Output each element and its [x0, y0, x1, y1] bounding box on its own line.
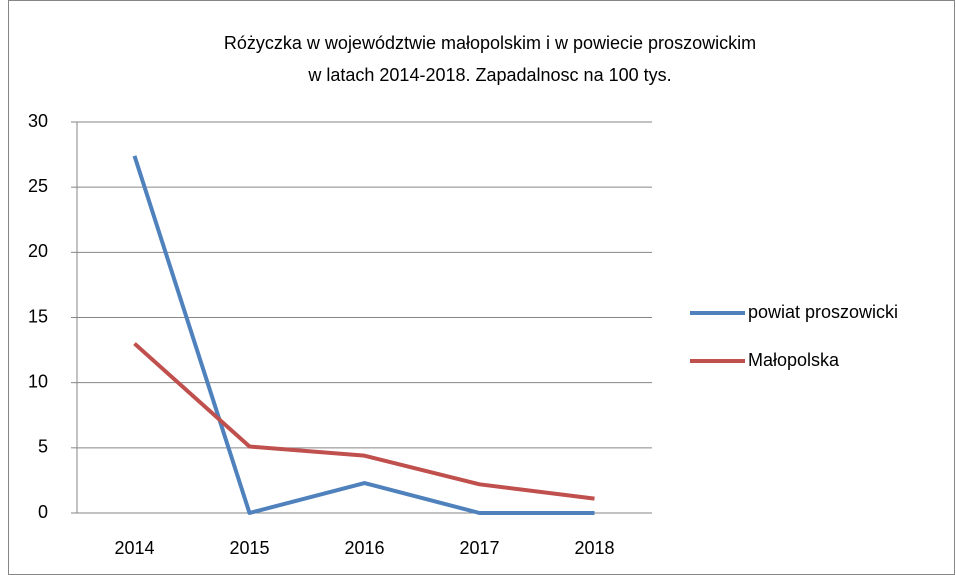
y-tick-label: 25: [28, 176, 48, 196]
data-line: [133, 342, 595, 501]
chart-title: w latach 2014-2018. Zapadalnosc na 100 t…: [307, 65, 671, 85]
data-line: [132, 155, 595, 515]
y-tick-label: 10: [28, 371, 48, 391]
x-tick-label: 2014: [114, 538, 154, 558]
x-tick-label: 2016: [344, 538, 384, 558]
chart-border: [8, 0, 955, 575]
legend-label: Małopolska: [748, 350, 840, 370]
y-tick-label: 30: [28, 111, 48, 131]
y-tick-label: 5: [38, 437, 48, 457]
x-tick-label: 2018: [574, 538, 614, 558]
chart-title: Różyczka w województwie małopolskim i w …: [224, 33, 756, 53]
x-tick-label: 2015: [229, 538, 269, 558]
y-tick-label: 15: [28, 306, 48, 326]
x-tick-label: 2017: [459, 538, 499, 558]
y-tick-label: 0: [38, 502, 48, 522]
y-tick-label: 20: [28, 241, 48, 261]
legend-label: powiat proszowicki: [748, 302, 898, 322]
